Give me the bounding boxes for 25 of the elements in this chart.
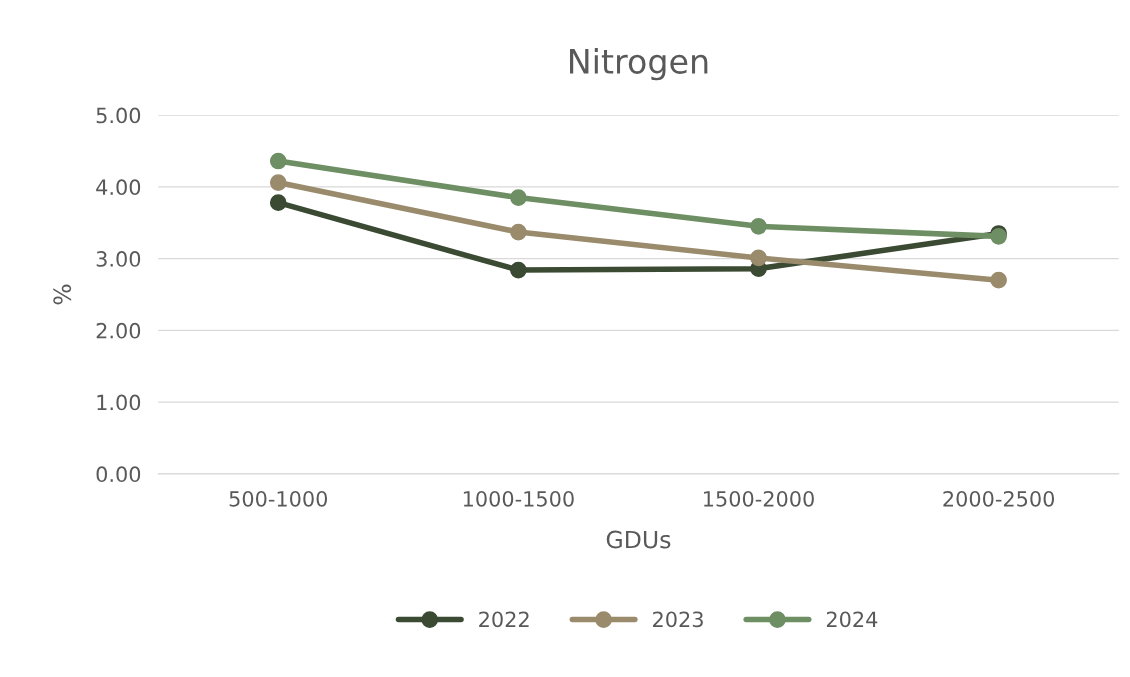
- y-tick-label: 4.00: [96, 179, 141, 196]
- point: [990, 271, 1007, 289]
- x-axis-title: GDUs: [606, 530, 671, 549]
- x-tick-label: 2000-2500: [943, 490, 1055, 507]
- x-tick-label: 500-1000: [229, 490, 328, 507]
- y-tick-label: 0.00: [96, 466, 141, 483]
- y-tick-label: 5.00: [96, 107, 141, 124]
- legend-label: 2022: [479, 611, 529, 628]
- point: [510, 261, 527, 279]
- y-tick-label: 3.00: [96, 251, 141, 267]
- point: [269, 174, 287, 191]
- point: [269, 152, 287, 170]
- point: [269, 194, 287, 211]
- point: [750, 217, 767, 235]
- legend-label: 2023: [653, 611, 703, 628]
- point: [510, 223, 527, 241]
- point: [510, 189, 527, 206]
- y-tick-label: 1.00: [97, 394, 141, 411]
- y-axis-title: %: [53, 284, 72, 305]
- point: [750, 249, 767, 267]
- y-tick-label: 2.00: [96, 322, 141, 339]
- chart-title: Nitrogen: [570, 48, 708, 81]
- x-tick-label: 1000-1500: [463, 490, 574, 507]
- legend-label: 2024: [826, 611, 878, 628]
- x-tick-label: 1500-2000: [704, 490, 814, 507]
